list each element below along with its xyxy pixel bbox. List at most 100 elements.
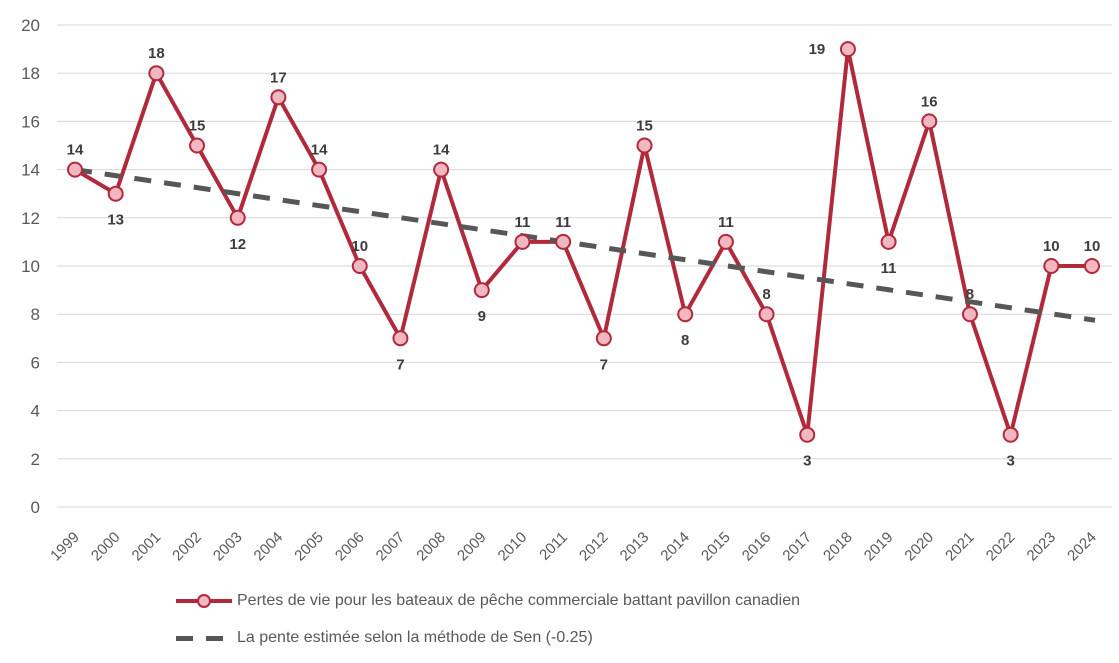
data-point-marker [839, 41, 856, 58]
data-point-label: 12 [229, 236, 246, 253]
data-point-label: 11 [515, 214, 531, 231]
dash-swatch-icon [206, 636, 223, 641]
data-point-marker [433, 161, 450, 178]
x-axis-tick-label: 2011 [536, 529, 571, 564]
data-point-label: 3 [803, 453, 811, 470]
data-point-marker [1043, 258, 1060, 274]
y-axis-tick-label: 8 [31, 305, 40, 324]
x-axis-tick-label: 2004 [251, 529, 287, 565]
data-point-label: 10 [351, 238, 368, 255]
data-point-marker [514, 233, 531, 250]
y-axis-tick-label: 2 [31, 450, 40, 469]
x-axis-tick-label: 2020 [901, 529, 937, 565]
data-point-marker [107, 185, 124, 202]
data-point-label: 19 [809, 41, 826, 58]
data-point-marker [758, 306, 775, 323]
x-axis-tick-label: 2012 [576, 529, 612, 565]
data-point-label: 10 [1043, 238, 1060, 255]
y-axis-tick-label: 10 [21, 257, 40, 276]
data-point-marker [1002, 426, 1019, 443]
data-point-marker [229, 209, 246, 226]
data-point-label: 14 [67, 142, 84, 159]
data-point-marker [677, 306, 694, 323]
data-point-marker [67, 161, 83, 178]
data-point-label: 15 [189, 118, 206, 135]
x-axis-tick-label: 2002 [169, 529, 205, 565]
x-axis-tick-label: 2003 [210, 529, 246, 565]
data-point-marker [148, 65, 165, 82]
y-axis-tick-label: 16 [21, 112, 40, 131]
data-point-label: 3 [1006, 453, 1014, 470]
data-point-label: 14 [311, 142, 328, 159]
data-point-marker [921, 113, 938, 130]
legend-label-sen-slope: La pente estimée selon la méthode de Sen… [237, 629, 593, 646]
x-axis-tick-label: 2010 [495, 529, 531, 565]
y-axis-tick-label: 14 [21, 161, 40, 180]
x-axis-tick-label: 2009 [454, 529, 490, 565]
y-axis-tick-label: 4 [31, 402, 40, 421]
data-point-label: 16 [921, 93, 938, 110]
data-point-marker [717, 233, 734, 250]
data-point-label: 8 [966, 286, 974, 303]
data-point-label: 8 [762, 286, 770, 303]
x-axis-tick-label: 2014 [657, 529, 693, 565]
data-point-label: 15 [636, 118, 653, 135]
data-point-marker [961, 306, 978, 323]
data-point-label: 7 [396, 356, 404, 373]
losses-line-series [73, 47, 1094, 437]
data-point-label: 17 [270, 69, 287, 86]
x-axis-tick-label: 2023 [1024, 529, 1060, 565]
x-axis-tick-label: 2001 [129, 529, 165, 565]
x-axis-tick-label: 2017 [779, 529, 815, 565]
data-point-label: 10 [1084, 238, 1101, 255]
legend-item-losses: Pertes de vie pour les bateaux de pêche … [176, 589, 800, 613]
x-axis-tick-label: 2008 [413, 529, 449, 565]
data-point-marker [473, 282, 490, 299]
x-axis-tick-label: 2007 [373, 529, 409, 565]
legend-sample-line-marker [176, 589, 232, 613]
data-point-marker [799, 426, 816, 443]
x-axis-tick-label: 2019 [861, 529, 897, 565]
data-point-label: 11 [555, 214, 571, 231]
data-point-label: 7 [600, 356, 608, 373]
data-point-marker [880, 233, 897, 250]
y-axis-tick-label: 6 [31, 353, 40, 372]
data-point-marker [595, 330, 612, 347]
data-point-marker [311, 161, 328, 178]
y-axis-tick-label: 0 [31, 498, 40, 517]
data-point-label: 11 [881, 260, 897, 277]
x-axis-tick-label: 2015 [698, 529, 734, 565]
sen-trend-line [74, 167, 1096, 323]
legend-label-losses: Pertes de vie pour les bateaux de pêche … [237, 592, 801, 609]
dash-swatch-icon [176, 636, 193, 641]
data-point-marker [636, 137, 653, 154]
x-axis-tick-label: 2024 [1064, 529, 1100, 565]
x-axis-tick-label: 2022 [983, 529, 1019, 565]
x-axis-tick-label: 2021 [942, 529, 978, 565]
data-point-marker [270, 89, 287, 106]
data-point-marker [1084, 258, 1100, 274]
x-axis-tick-label: 2000 [88, 529, 124, 565]
circle-marker-icon [197, 594, 211, 608]
x-axis-tick-label: 2006 [332, 529, 368, 565]
x-axis-tick-label: 2005 [291, 529, 327, 565]
data-point-marker [351, 258, 368, 274]
data-point-marker [189, 137, 206, 154]
x-axis-tick-label: 1999 [47, 529, 83, 565]
data-point-label: 8 [681, 332, 689, 349]
x-axis-tick-label: 2018 [820, 529, 856, 565]
data-point-marker [555, 233, 572, 250]
x-axis-tick-label: 2016 [739, 529, 775, 565]
y-axis-tick-label: 20 [21, 16, 40, 35]
x-axis-tick-label: 2013 [617, 529, 653, 565]
data-point-label: 14 [433, 142, 450, 159]
data-point-label: 11 [718, 214, 734, 231]
y-axis-tick-label: 12 [21, 209, 40, 228]
data-point-label: 9 [478, 308, 486, 325]
data-point-label: 13 [107, 212, 124, 229]
legend-item-sen-slope: La pente estimée selon la méthode de Sen… [176, 626, 800, 650]
chart-legend: Pertes de vie pour les bateaux de pêche … [176, 589, 800, 650]
legend-sample-dashed [176, 626, 232, 650]
